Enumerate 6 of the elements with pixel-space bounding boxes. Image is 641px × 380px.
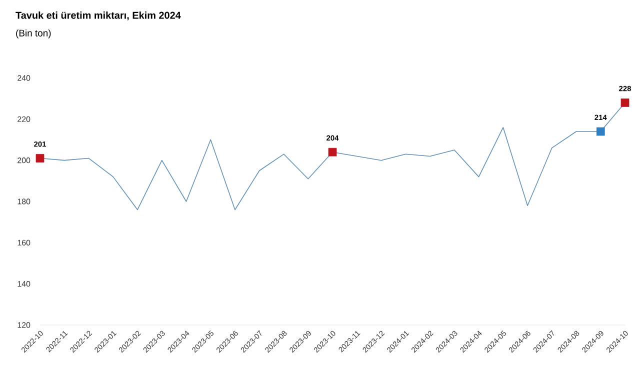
chart-subtitle: (Bin ton) [16, 30, 51, 38]
point [596, 127, 605, 136]
point [36, 154, 44, 162]
point [328, 148, 337, 156]
chart-title: Tavuk eti üretim miktarı, Ekim 2024 [16, 12, 181, 20]
point [620, 98, 630, 107]
